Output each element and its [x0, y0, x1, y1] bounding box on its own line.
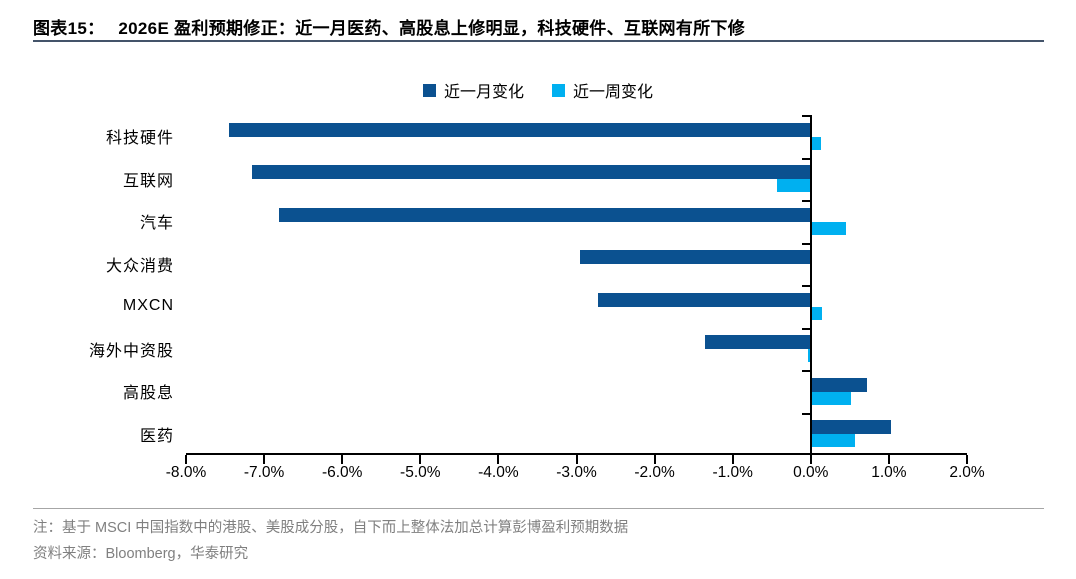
legend: 近一月变化 近一周变化: [0, 78, 1076, 102]
bar-month-1: [252, 165, 811, 180]
zero-axis-tick-6: [801, 370, 810, 372]
zero-axis-tick-1: [801, 157, 810, 160]
figure-header: 图表15： 2026E 盈利预期修正：近一月医药、高股息上修明显，科技硬件、互联网…: [33, 14, 1044, 39]
x-axis-tick-9: [887, 455, 890, 464]
x-axis-tick-4: [497, 455, 500, 464]
x-tick-label-10: 2.0%: [949, 464, 985, 481]
bar-month-7: [810, 420, 892, 435]
legend-item-month: 近一月变化: [422, 78, 524, 102]
x-tick-label-6: -2.0%: [634, 464, 675, 481]
x-tick-label-8: 0.0%: [793, 464, 829, 481]
category-label-2: 汽车: [139, 215, 174, 233]
x-axis-tick-7: [731, 455, 734, 464]
notes-divider: [33, 508, 1044, 509]
zero-axis-tick-0: [801, 115, 810, 117]
bar-week-7: [810, 434, 856, 448]
bar-month-6: [810, 377, 868, 392]
category-label-4: MXCN: [122, 297, 174, 315]
bar-month-2: [278, 207, 811, 222]
figure-number: 图表15：: [33, 19, 105, 38]
bar-month-0: [228, 122, 811, 137]
bar-week-1: [777, 179, 811, 193]
bar-week-6: [810, 391, 851, 405]
legend-swatch-month-icon: [422, 83, 436, 97]
x-axis-tick-8: [809, 455, 812, 464]
legend-item-week: 近一周变化: [552, 78, 653, 102]
x-axis-tick-10: [966, 455, 968, 464]
zero-axis-tick-3: [801, 242, 810, 245]
x-tick-label-1: -7.0%: [243, 464, 285, 481]
x-tick-label-4: -4.0%: [478, 464, 519, 481]
bar-month-4: [598, 292, 811, 307]
bar-week-4: [810, 306, 822, 320]
x-tick-labels: -8.0% -7.0% -6.0% -5.0% -4.0% -3.0% -2.0% -1.0%…: [166, 464, 985, 486]
source-text: 资料来源：Bloomberg，华泰研究: [33, 546, 249, 563]
zero-axis-line: [809, 115, 812, 455]
category-label-3: 大众消费: [105, 257, 174, 275]
bar-month-3: [579, 250, 811, 265]
category-label-7: 医药: [139, 427, 174, 445]
x-tick-label-0: -8.0%: [165, 464, 207, 481]
x-axis-tick-6: [653, 455, 656, 464]
x-axis-tick-3: [419, 455, 422, 464]
x-axis-line: [186, 453, 967, 455]
category-label-1: 互联网: [122, 172, 174, 190]
zero-axis-tick-2: [801, 200, 810, 202]
x-tick-label-3: -5.0%: [400, 464, 441, 481]
x-tick-label-9: 1.0%: [871, 464, 907, 481]
legend-label-month: 近一月变化: [443, 84, 524, 101]
category-labels: 科技硬件互联网汽车大众消费 MXCN 海外中资股高股息医药: [0, 115, 174, 455]
legend-label-week: 近一周变化: [573, 84, 654, 101]
zero-axis-tick-4: [801, 285, 810, 287]
category-label-5: 海外中资股: [88, 342, 174, 360]
zero-axis-tick-5: [801, 327, 810, 330]
legend-swatch-week-icon: [552, 83, 565, 97]
x-tick-label-5: -3.0%: [556, 464, 597, 481]
bar-week-5: [808, 349, 811, 363]
x-axis-tick-0: [185, 455, 187, 464]
plot-area: [185, 115, 968, 464]
title-rule: [33, 40, 1044, 42]
bar-week-0: [810, 136, 821, 150]
zero-axis-tick-7: [801, 412, 810, 415]
footnotes: 注：基于 MSCI 中国指数中的港股、美股成分股，自下而上整体法加总计算彭博盈利…: [33, 515, 1044, 567]
note-text: 注：基于 MSCI 中国指数中的港股、美股成分股，自下而上整体法加总计算彭博盈利…: [33, 520, 629, 536]
x-tick-label-2: -6.0%: [321, 464, 363, 481]
category-label-0: 科技硬件: [105, 130, 174, 148]
figure-title-text: 2026E 盈利预期修正：近一月医药、高股息上修明显，科技硬件、互联网有所下修: [118, 19, 746, 38]
bar-week-2: [810, 221, 846, 235]
x-tick-label-7: -1.0%: [712, 464, 753, 481]
x-axis-tick-1: [263, 455, 266, 464]
category-label-6: 高股息: [122, 385, 174, 403]
x-axis-tick-2: [341, 455, 344, 464]
x-axis-tick-5: [575, 455, 578, 464]
bar-month-5: [705, 335, 811, 350]
